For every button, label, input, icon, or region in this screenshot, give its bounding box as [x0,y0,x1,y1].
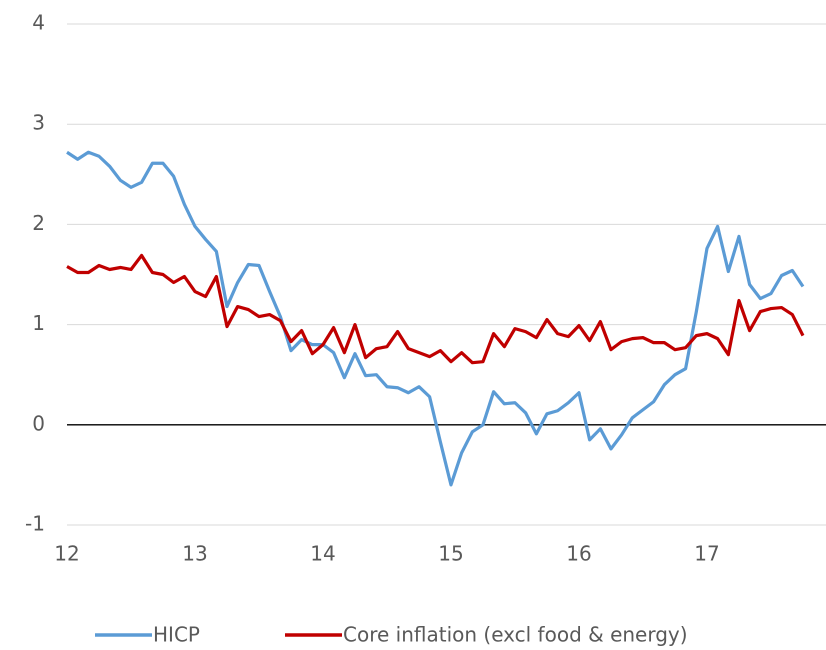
x-tick-label: 12 [54,542,79,566]
y-tick-label: 4 [32,11,45,35]
x-tick-label: 16 [566,542,591,566]
data-line [66,150,805,487]
x-tick-label: 13 [182,542,207,566]
data-line [66,253,805,365]
y-tick-label: 2 [32,211,45,235]
x-tick-label: 17 [694,542,719,566]
y-tick-label: -1 [25,512,45,536]
y-tick-label: 0 [32,411,45,435]
x-tick-label: 15 [438,542,463,566]
legend-label: Core inflation (excl food & energy) [343,623,688,647]
legend-label: HICP [153,623,200,647]
y-tick-label: 1 [32,311,45,335]
y-tick-label: 3 [32,111,45,135]
x-tick-label: 14 [310,542,335,566]
